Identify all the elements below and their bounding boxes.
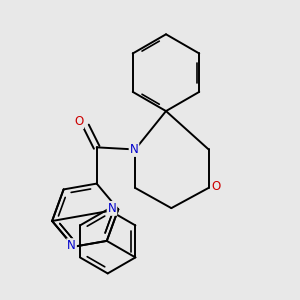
Text: O: O xyxy=(212,180,221,193)
Text: O: O xyxy=(74,115,83,128)
Text: N: N xyxy=(67,239,76,252)
Text: N: N xyxy=(130,143,138,156)
Text: N: N xyxy=(108,202,116,215)
